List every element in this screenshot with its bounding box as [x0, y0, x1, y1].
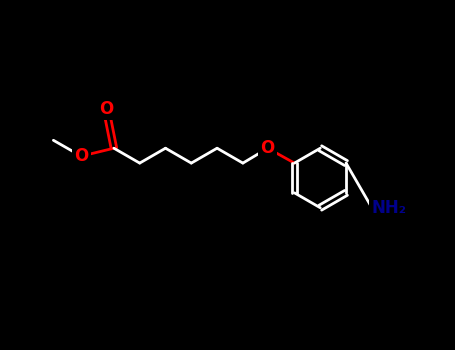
- Text: O: O: [99, 99, 113, 118]
- Text: O: O: [74, 147, 88, 165]
- Text: O: O: [261, 139, 275, 157]
- Text: NH₂: NH₂: [372, 199, 407, 217]
